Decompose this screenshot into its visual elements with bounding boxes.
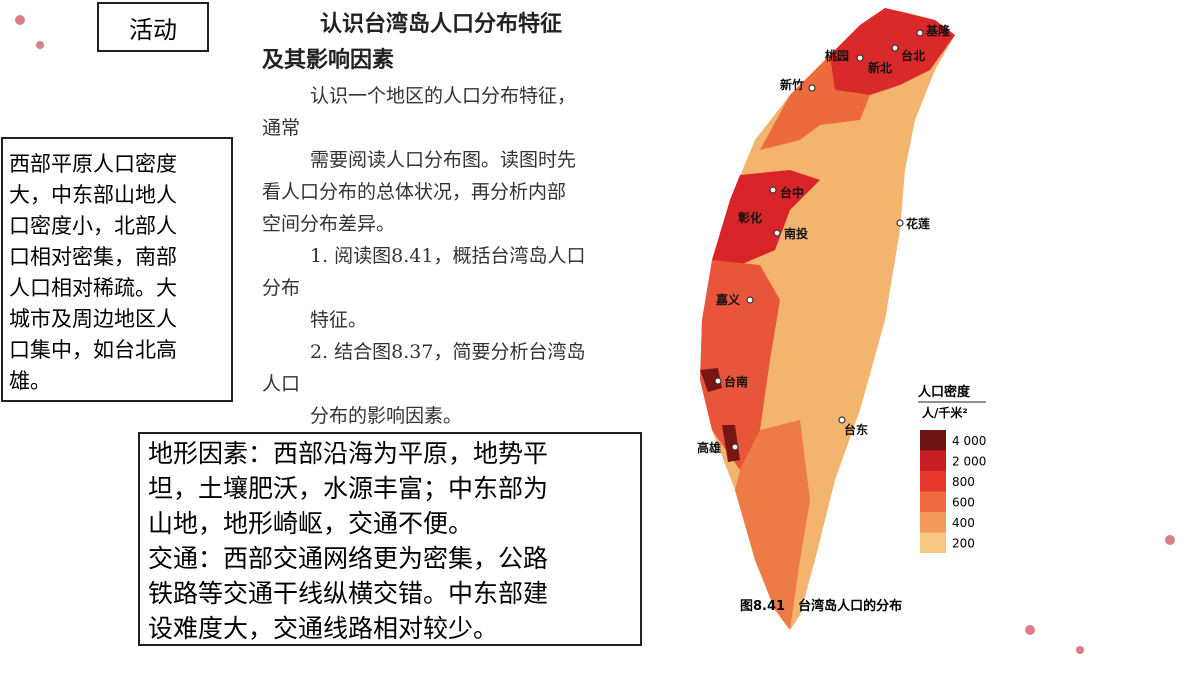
body-line: 1. 阅读图8.41，概括台湾岛人口 [310,245,586,267]
flower [36,41,44,49]
city-dot [769,186,777,194]
legend-swatch [920,450,946,471]
city-label: 基隆 [925,23,951,38]
flower [1025,625,1035,635]
city-dot [714,377,722,385]
region-tainan [700,368,722,392]
answer-line: 口集中，如台北高 [9,338,177,362]
title: 认识台湾岛人口分布特征及其影响因素 [262,6,562,78]
legend-label: 400 [952,516,975,530]
city-label: 台东 [844,422,868,437]
factor-line: 地形因素：西部沿海为平原，地势平 [148,439,549,468]
city-label: 台中 [780,185,804,200]
body-line: 认识一个地区的人口分布特征， [310,85,577,107]
city-label: 台南 [724,374,748,389]
answer-line: 西部平原人口密度 [9,152,177,176]
answer-box: 西部平原人口密度 大，中东部山地人 口密度小，北部人 口相对密集，南部 人口相对稀疏。大… [1,137,233,402]
answer-line: 口相对密集，南部 [9,245,177,269]
legend: 4 000 2 000 800 600 400 200 [920,430,986,553]
body-line: 分布 [262,277,301,299]
city-dot [856,54,864,62]
city-dot [896,219,904,227]
answer-line: 口密度小，北部人 [9,214,177,238]
region-kaohsiung [722,425,740,462]
factor-line: 山地，地形崎岖，交通不便。 [148,509,474,538]
flower [15,15,25,25]
body-line: 需要阅读人口分布图。读图时先 [310,149,577,171]
city-label: 新北 [868,60,892,75]
answer-line: 城市及周边地区人 [9,307,177,331]
legend-title: 人口密度 [918,384,971,400]
answer-line: 雄。 [9,369,51,393]
figure-caption: 图8.41 台湾岛人口的分布 [740,598,902,614]
legend-label: 800 [952,475,975,489]
city-dot [916,29,924,37]
city-dots [714,29,924,451]
title-line: 认识台湾岛人口分布特征 [320,11,563,37]
factor-line: 设难度大，交通线路相对较少。 [148,614,499,643]
body-line: 分布的影响因素。 [310,405,463,427]
body-line: 看人口分布的总体状况，再分析内部 [262,181,567,203]
legend-unit: 人/千米² [922,405,968,420]
body-line: 空间分布差异。 [262,213,396,235]
body-line: 特征。 [310,309,368,331]
factor-line: 铁路等交通干线纵横交错。中东部建 [148,579,549,608]
body-text: 认识一个地区的人口分布特征， 通常 需要阅读人口分布图。读图时先看人口分布的总体状况… [262,80,585,432]
legend-swatch [920,512,946,533]
city-label: 南投 [784,226,808,241]
region-northwest [760,55,870,150]
decoration [15,15,1175,654]
legend-label: 600 [952,496,975,510]
city-label: 台北 [901,48,925,63]
legend-label: 2 000 [952,455,986,469]
factor-box: 地形因素：西部沿海为平原，地势平 坦，土壤肥沃，水源丰富；中东部为 山地，地形崎岖，… [138,432,642,646]
city-label: 嘉义 [715,292,741,307]
city-dot [731,443,739,451]
body-line: 2. 结合图8.37，简要分析台湾岛 [310,341,586,363]
body-line: 人口 [262,373,301,395]
legend-swatch [920,532,946,553]
city-dot [891,44,899,52]
region-central-west [712,170,820,265]
city-label: 桃园 [825,48,849,63]
legend-swatch [920,471,946,492]
flower [1076,646,1084,654]
city-dot [746,296,754,304]
legend-label: 200 [952,537,975,551]
city-label: 花莲 [906,216,930,231]
region-southwest [700,260,780,470]
legend-swatch [920,430,946,451]
answer-line: 大，中东部山地人 [9,183,177,207]
city-label: 新竹 [780,77,804,92]
legend-label: 4 000 [952,434,986,448]
legend-swatch [920,491,946,512]
region-south [735,420,810,630]
body-line: 通常 [262,117,301,139]
flower [1165,535,1175,545]
city-dot [838,416,846,424]
factor-line: 坦，土壤肥沃，水源丰富；中东部为 [148,474,549,503]
city-dot [773,229,781,237]
city-label: 彰化 [738,210,762,225]
city-label: 高雄 [697,440,721,455]
activity-label: 活动 [97,2,209,52]
title-line: 及其影响因素 [262,47,395,73]
answer-line: 人口相对稀疏。大 [9,276,177,300]
city-dot [808,84,816,92]
factor-line: 交通：西部交通网络更为密集，公路 [148,544,549,573]
